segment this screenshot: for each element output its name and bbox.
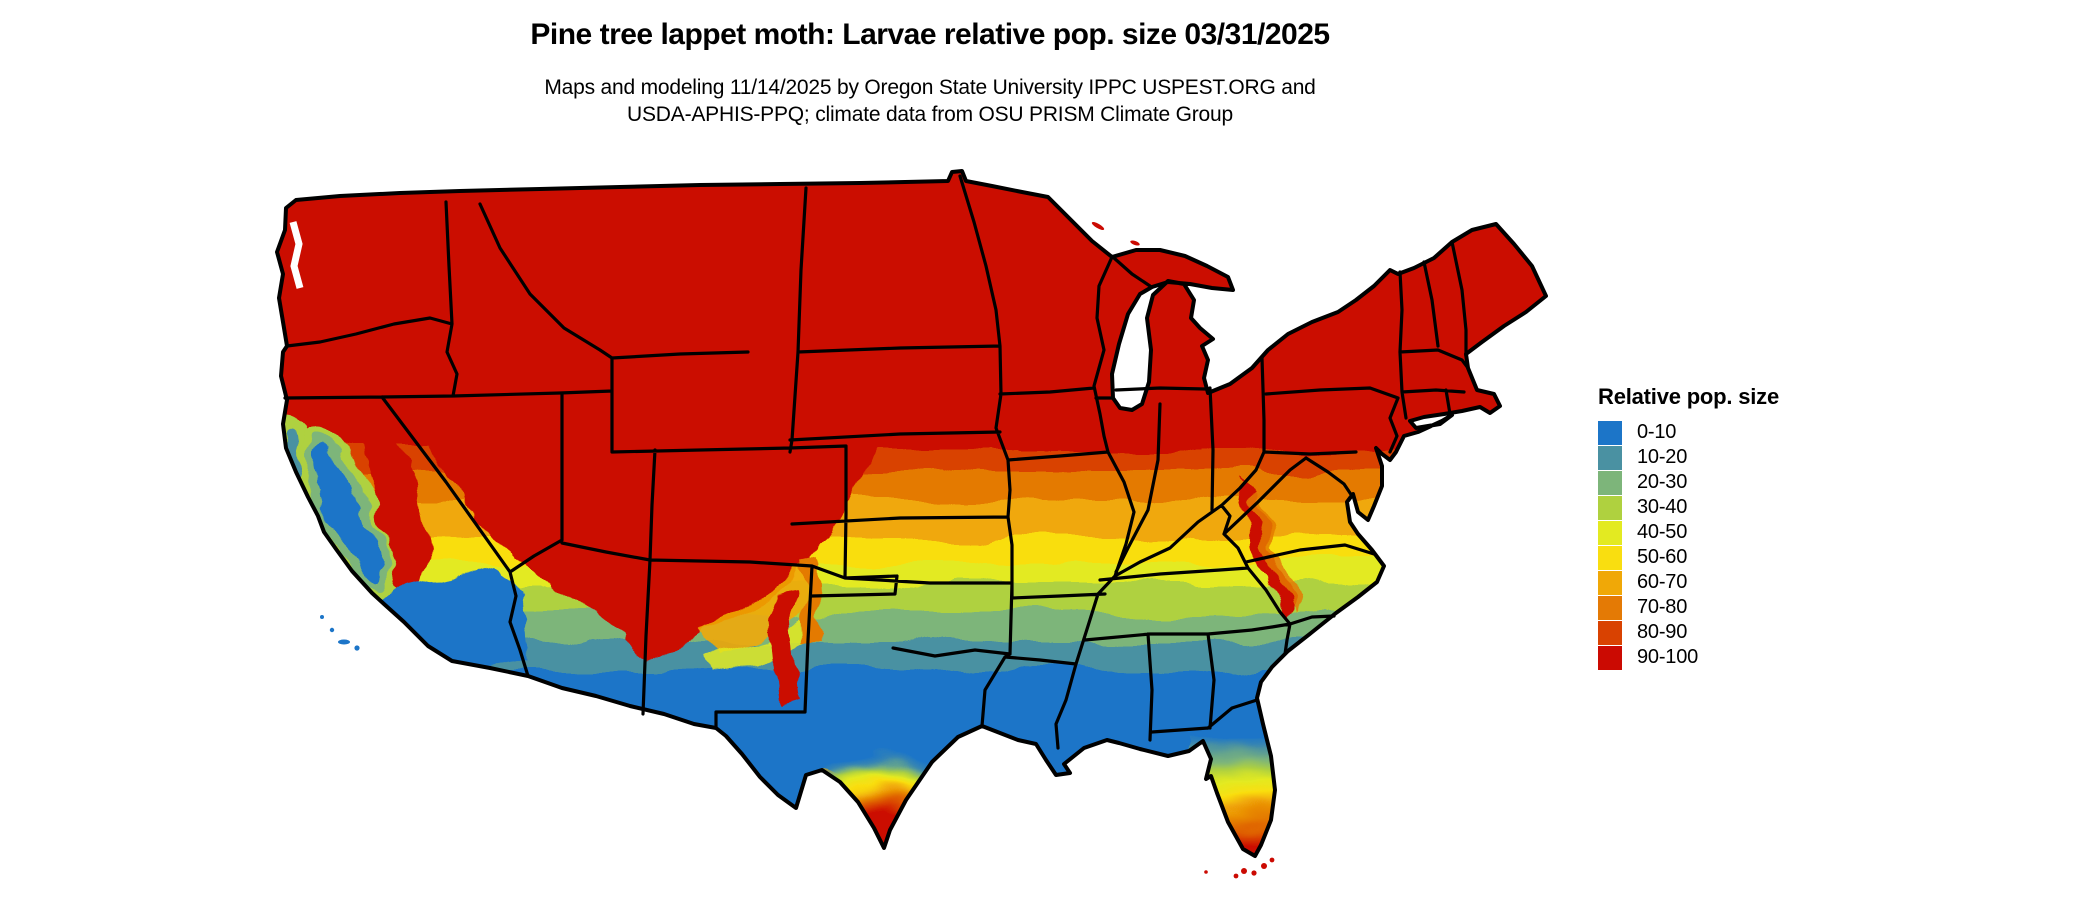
legend-row: 0-10 <box>1598 420 1779 445</box>
legend-label: 40-50 <box>1637 521 1688 543</box>
map-subtitle-line1: Maps and modeling 11/14/2025 by Oregon S… <box>544 76 1316 99</box>
legend-row: 20-30 <box>1598 470 1779 495</box>
map-subtitle-line2: USDA-APHIS-PPQ; climate data from OSU PR… <box>627 103 1233 126</box>
legend-row: 10-20 <box>1598 445 1779 470</box>
legend-swatch <box>1598 545 1622 570</box>
puget-sound-water <box>289 221 304 289</box>
conus-outline <box>275 169 1548 858</box>
legend-row: 90-100 <box>1598 645 1779 670</box>
legend-row: 80-90 <box>1598 620 1779 645</box>
florida-keys <box>1204 857 1275 879</box>
nm-yellow-streak <box>700 610 815 672</box>
south-florida-hotspot <box>1190 740 1290 856</box>
legend-row: 50-60 <box>1598 545 1779 570</box>
legend: Relative pop. size 0-10 10-20 20-30 30-40 40… <box>1598 384 1779 670</box>
map-subtitle: Maps and modeling 11/14/2025 by Oregon S… <box>0 74 1860 128</box>
legend-swatch <box>1598 495 1622 520</box>
legend-label: 90-100 <box>1637 646 1699 668</box>
legend-label: 30-40 <box>1637 496 1688 518</box>
nm-orange-streak <box>700 565 812 655</box>
channel-islands <box>320 615 360 651</box>
legend-label: 0-10 <box>1637 421 1677 443</box>
legend-row: 70-80 <box>1598 595 1779 620</box>
state-borders <box>283 174 1470 750</box>
legend-row: 40-50 <box>1598 520 1779 545</box>
socal-blue-region <box>380 564 530 668</box>
west-texas-red-finger <box>770 596 800 706</box>
west-high-population-region <box>277 171 890 658</box>
legend-swatch <box>1598 520 1622 545</box>
legend-rows: 0-10 10-20 20-30 30-40 40-50 50-60 60-70 70-80 8… <box>1598 420 1779 670</box>
appalachian-orange-fringe <box>1250 486 1298 612</box>
legend-swatch <box>1598 570 1622 595</box>
lake-superior-islands <box>1091 222 1140 246</box>
legend-swatch <box>1598 445 1622 470</box>
legend-row: 60-70 <box>1598 570 1779 595</box>
legend-title: Relative pop. size <box>1598 384 1780 409</box>
legend-label: 60-70 <box>1637 571 1688 593</box>
legend-swatch <box>1598 620 1622 645</box>
legend-row: 30-40 <box>1598 495 1779 520</box>
legend-label: 70-80 <box>1637 596 1688 618</box>
sierra-red-ridge <box>360 420 430 610</box>
legend-label: 80-90 <box>1637 621 1688 643</box>
legend-swatch <box>1598 420 1622 445</box>
central-valley-blue <box>313 443 383 587</box>
title-block: Pine tree lappet moth: Larvae relative p… <box>0 18 1860 128</box>
legend-label: 50-60 <box>1637 546 1688 568</box>
legend-swatch <box>1598 470 1622 495</box>
map-title: Pine tree lappet moth: Larvae relative p… <box>530 18 1330 51</box>
map-raster <box>277 171 1546 856</box>
legend-label: 20-30 <box>1637 471 1688 493</box>
legend-label: 10-20 <box>1637 446 1688 468</box>
legend-swatch <box>1598 595 1622 620</box>
legend-swatch <box>1598 645 1622 670</box>
